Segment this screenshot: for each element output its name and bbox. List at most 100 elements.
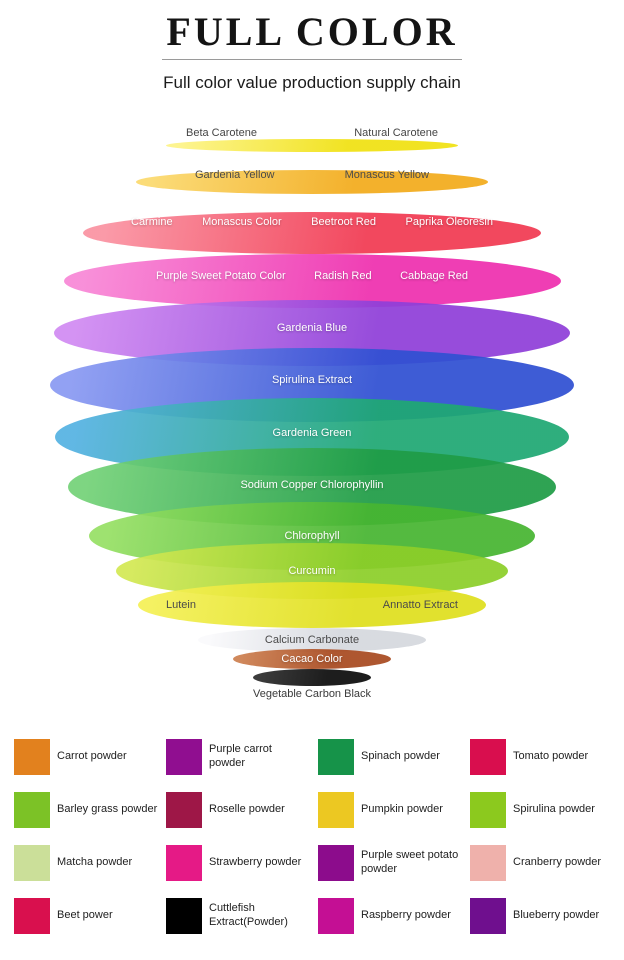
color-swatch: [318, 792, 354, 828]
color-swatch: [318, 898, 354, 934]
ingredient-label: Gardenia Yellow: [195, 169, 275, 181]
layer-ellipse: [233, 649, 391, 669]
sphere-layer: Vegetable Carbon Black: [0, 113, 624, 713]
sphere-layer: Lutein Annatto Extract: [0, 113, 624, 713]
ingredient-label: Chlorophyll: [284, 530, 340, 542]
legend-label: Matcha powder: [57, 856, 133, 869]
layer-labels: Lutein Annatto Extract: [166, 599, 458, 611]
ingredient-label: Paprika Oleoresin: [405, 216, 493, 228]
color-swatch: [14, 898, 50, 934]
ingredient-label: Lutein: [166, 599, 196, 611]
page-subtitle: Full color value production supply chain: [163, 73, 461, 92]
layer-ellipse: [138, 582, 486, 628]
color-sphere-diagram: Beta Carotene Natural Carotene Gardenia Ye…: [0, 113, 624, 713]
legend-label: Spirulina powder: [513, 803, 595, 816]
legend-label: Tomato powder: [513, 750, 589, 763]
full-color-infographic: FULL COLOR Full color value production s…: [0, 0, 624, 934]
ingredient-label: Purple Sweet Potato Color: [156, 270, 286, 282]
color-swatch: [470, 792, 506, 828]
legend-item: Raspberry powder: [318, 898, 462, 934]
legend-item: Blueberry powder: [470, 898, 614, 934]
sphere-layer: Calcium Carbonate: [0, 113, 624, 713]
layer-labels: Gardenia Blue: [212, 322, 412, 334]
ingredient-label: Gardenia Green: [272, 427, 352, 439]
legend-label: Cuttlefish Extract(Powder): [209, 902, 288, 928]
color-swatch: [166, 845, 202, 881]
color-swatch: [14, 739, 50, 775]
layer-labels: Chlorophyll: [212, 530, 412, 542]
layer-ellipse: [166, 138, 458, 152]
ingredient-label: Sodium Copper Chlorophyllin: [240, 479, 384, 491]
ingredient-label: Monascus Yellow: [344, 169, 429, 181]
header: FULL COLOR Full color value production s…: [0, 0, 624, 93]
legend-item: Purple carrot powder: [166, 739, 310, 775]
ingredient-label: Beta Carotene: [186, 127, 257, 139]
legend-item: Pumpkin powder: [318, 792, 462, 828]
layer-labels: Vegetable Carbon Black: [212, 688, 412, 700]
ingredient-label: Spirulina Extract: [271, 374, 353, 386]
legend-label: Barley grass powder: [57, 803, 158, 816]
ingredient-label: Radish Red: [314, 270, 372, 282]
powder-legend-grid: Carrot powder Purple carrot powder Spinach…: [0, 713, 624, 934]
legend-label: Purple sweet potato powder: [361, 849, 459, 875]
ingredient-label: Cabbage Red: [400, 270, 468, 282]
legend-item: Roselle powder: [166, 792, 310, 828]
color-swatch: [470, 739, 506, 775]
layer-ellipse: [136, 170, 488, 194]
layer-labels: Carmine Monascus Color Beetroot Red Paprika…: [131, 216, 493, 228]
legend-item: Tomato powder: [470, 739, 614, 775]
legend-item: Purple sweet potato powder: [318, 845, 462, 881]
legend-label: Strawberry powder: [209, 856, 302, 869]
ingredient-label: Annatto Extract: [382, 599, 458, 611]
layer-ellipse: [198, 628, 426, 652]
legend-item: Beet power: [14, 898, 158, 934]
ingredient-label: Monascus Color: [202, 216, 282, 228]
layer-labels: Calcium Carbonate: [212, 634, 412, 646]
color-swatch: [166, 792, 202, 828]
legend-item: Cranberry powder: [470, 845, 614, 881]
ingredient-label: Natural Carotene: [354, 127, 438, 139]
color-swatch: [470, 845, 506, 881]
legend-label: Blueberry powder: [513, 909, 600, 922]
title-divider: [162, 59, 462, 60]
legend-label: Cranberry powder: [513, 856, 602, 869]
sphere-layer: Cacao Color: [0, 113, 624, 713]
layer-labels: Purple Sweet Potato Color Radish Red Cabba…: [156, 270, 468, 282]
ingredient-label: Carmine: [131, 216, 173, 228]
legend-item: Cuttlefish Extract(Powder): [166, 898, 310, 934]
legend-item: Matcha powder: [14, 845, 158, 881]
legend-label: Spinach powder: [361, 750, 440, 763]
color-swatch: [166, 739, 202, 775]
color-swatch: [14, 792, 50, 828]
ingredient-label: Vegetable Carbon Black: [252, 688, 372, 700]
sphere-layer: Purple Sweet Potato Color Radish Red Cabba…: [0, 113, 624, 713]
color-swatch: [318, 845, 354, 881]
sphere-layer: Gardenia Yellow Monascus Yellow: [0, 113, 624, 713]
layer-ellipse: [253, 668, 371, 686]
sphere-layer: Carmine Monascus Color Beetroot Red Paprika…: [0, 113, 624, 713]
legend-item: Spirulina powder: [470, 792, 614, 828]
ingredient-label: Cacao Color: [281, 653, 343, 665]
legend-item: Spinach powder: [318, 739, 462, 775]
layer-labels: Cacao Color: [232, 653, 392, 665]
layer-labels: Gardenia Green: [212, 427, 412, 439]
legend-label: Carrot powder: [57, 750, 127, 763]
layer-ellipse: [83, 212, 541, 254]
layer-labels: Gardenia Yellow Monascus Yellow: [195, 169, 429, 181]
layer-labels: Curcumin: [212, 565, 412, 577]
page-title: FULL COLOR: [166, 9, 458, 54]
legend-label: Beet power: [57, 909, 113, 922]
legend-label: Roselle powder: [209, 803, 285, 816]
legend-item: Carrot powder: [14, 739, 158, 775]
color-swatch: [166, 898, 202, 934]
ingredient-label: Gardenia Blue: [276, 322, 348, 334]
color-swatch: [318, 739, 354, 775]
layer-labels: Beta Carotene Natural Carotene: [186, 127, 438, 139]
legend-label: Purple carrot powder: [209, 743, 272, 769]
legend-label: Pumpkin powder: [361, 803, 443, 816]
legend-item: Barley grass powder: [14, 792, 158, 828]
layer-labels: Spirulina Extract: [212, 374, 412, 386]
layer-ellipse: [63, 254, 561, 308]
ingredient-label: Calcium Carbonate: [264, 634, 360, 646]
sphere-layer: Beta Carotene Natural Carotene: [0, 113, 624, 713]
